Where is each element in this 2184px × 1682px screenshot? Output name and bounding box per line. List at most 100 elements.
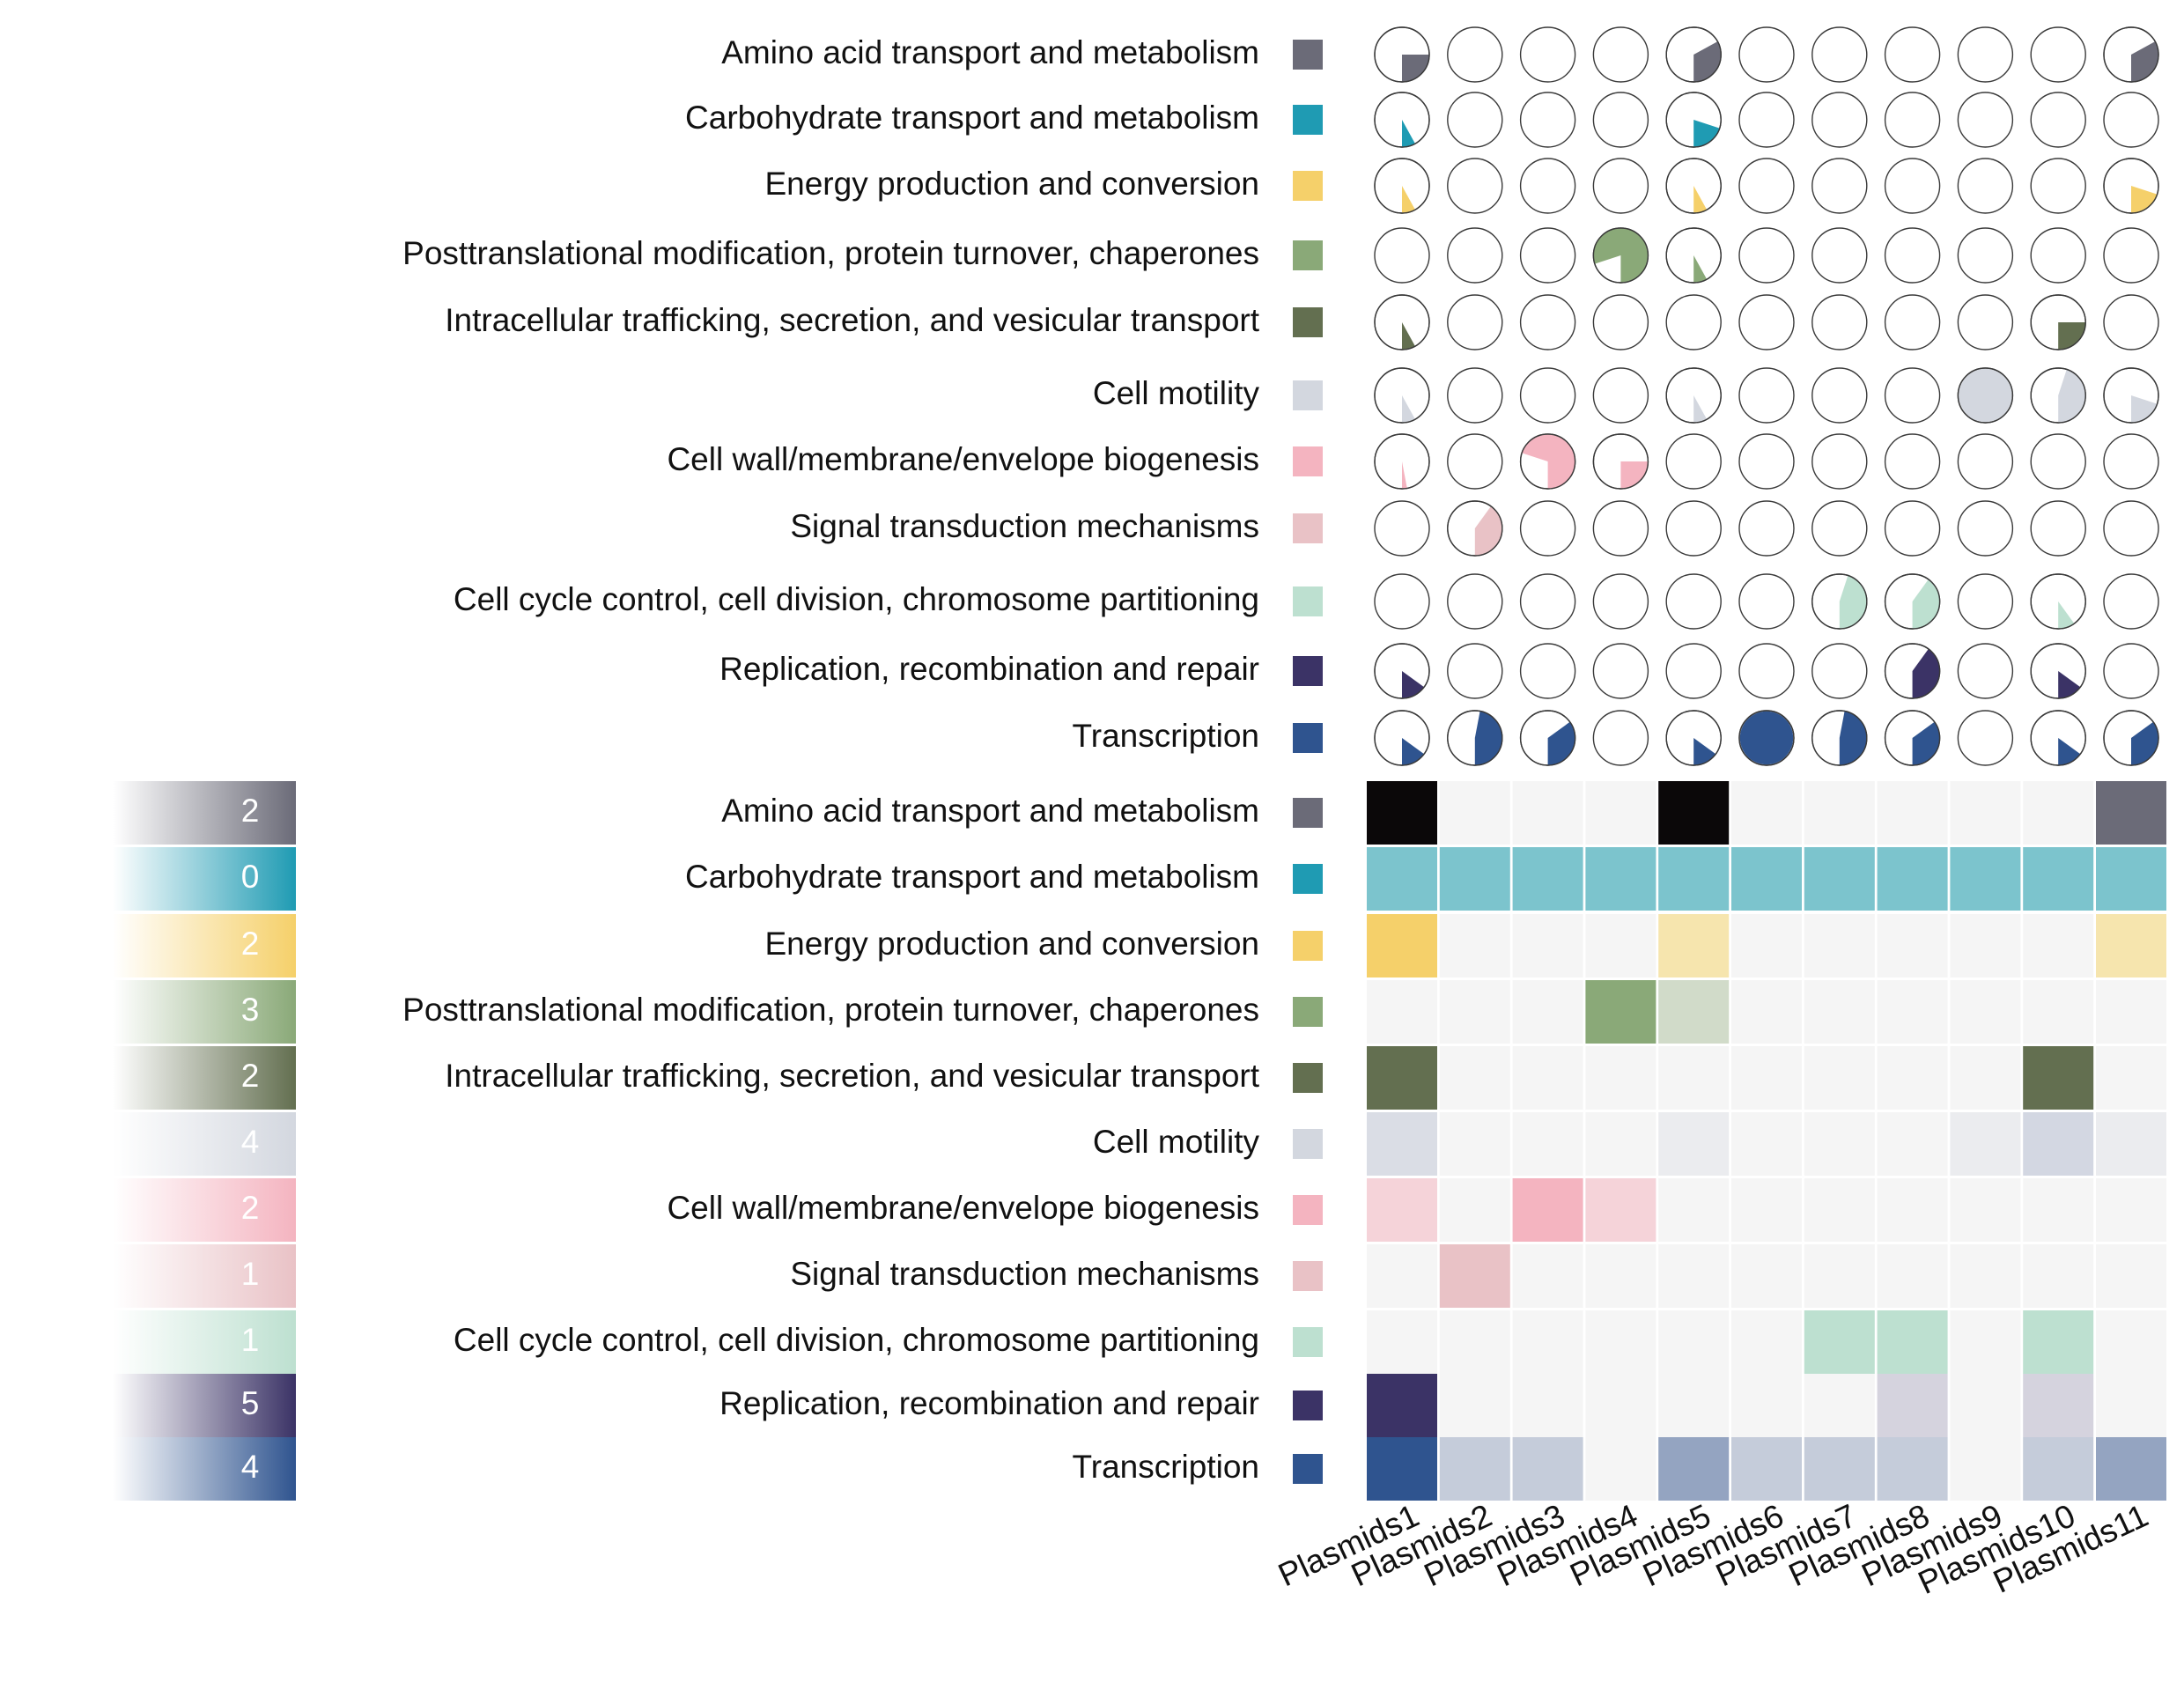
heat-cell-amino-acid-transport-and-metabolism-plasmids7 xyxy=(1804,781,1875,845)
heat-cell-cell-motility-plasmids5 xyxy=(1658,1112,1730,1176)
heat-cell-transcription-plasmids8 xyxy=(1877,1437,1948,1501)
heat-cell-carbohydrate-transport-and-metabolism-plasmids7 xyxy=(1804,847,1875,911)
pie-circle-replication-recombination-and-repair-plasmids7 xyxy=(1811,643,1868,699)
heat-cell-amino-acid-transport-and-metabolism-plasmids3 xyxy=(1512,781,1583,845)
pie-slice-cell-motility-plasmids5 xyxy=(1693,395,1708,423)
pie-outline-transcription-plasmids7 xyxy=(1811,710,1868,766)
pie-slice-cell-cycle-control-cell-division-chromosome-partitioning-plasmids8 xyxy=(1912,579,1940,629)
pie-outline-intracellular-trafficking-secretion-and-vesicular-transport-plasmids10 xyxy=(2030,294,2086,350)
legend-box-replication-recombination-and-repair xyxy=(113,1374,296,1437)
pie-circle-intracellular-trafficking-secretion-and-vesicular-transport-plasmids3 xyxy=(1519,294,1576,350)
legend-value-posttranslational-modification-protein-turnover-chaperones: 3 xyxy=(241,992,260,1028)
heat-row-label-cell-wall-membrane-envelope-biogenesis: Cell wall/membrane/envelope biogenesis xyxy=(667,1190,1259,1226)
pie-row-label-carbohydrate-transport-and-metabolism: Carbohydrate transport and metabolism xyxy=(685,100,1259,136)
pie-circle-carbohydrate-transport-and-metabolism-plasmids4 xyxy=(1592,92,1649,148)
heat-row-swatch-amino-acid-transport-and-metabolism xyxy=(1293,798,1323,828)
pie-slice-cell-motility-plasmids1 xyxy=(1402,395,1415,423)
pie-outline-intracellular-trafficking-secretion-and-vesicular-transport-plasmids1 xyxy=(1374,294,1430,350)
pie-circle-cell-cycle-control-cell-division-chromosome-partitioning-plasmids6 xyxy=(1738,573,1795,630)
pie-outline-cell-wall-membrane-envelope-biogenesis-plasmids3 xyxy=(1519,433,1576,490)
pie-row-swatch-cell-wall-membrane-envelope-biogenesis xyxy=(1293,446,1323,476)
heat-cell-posttranslational-modification-protein-turnover-chaperones-plasmids6 xyxy=(1731,980,1802,1044)
heat-cell-carbohydrate-transport-and-metabolism-plasmids1 xyxy=(1367,847,1437,911)
pie-slice-energy-production-and-conversion-plasmids11 xyxy=(2131,186,2158,213)
pie-circle-amino-acid-transport-and-metabolism-plasmids8 xyxy=(1884,26,1941,83)
heat-cell-carbohydrate-transport-and-metabolism-plasmids5 xyxy=(1658,847,1730,911)
heat-cell-replication-recombination-and-repair-plasmids10 xyxy=(2023,1374,2094,1437)
heat-cell-energy-production-and-conversion-plasmids8 xyxy=(1877,914,1948,977)
pie-circle-signal-transduction-mechanisms-plasmids7 xyxy=(1811,500,1868,557)
legend-value-transcription: 4 xyxy=(241,1449,260,1485)
legend-value-cell-wall-membrane-envelope-biogenesis: 2 xyxy=(241,1190,260,1226)
pie-circle-energy-production-and-conversion-plasmids10 xyxy=(2030,158,2086,214)
pie-outline-replication-recombination-and-repair-plasmids10 xyxy=(2030,643,2086,699)
pie-outline-transcription-plasmids8 xyxy=(1884,710,1941,766)
heat-cell-energy-production-and-conversion-plasmids6 xyxy=(1731,914,1802,977)
heat-cell-cell-wall-membrane-envelope-biogenesis-plasmids11 xyxy=(2096,1178,2166,1242)
heat-cell-cell-cycle-control-cell-division-chromosome-partitioning-plasmids2 xyxy=(1439,1310,1510,1374)
heat-row-label-energy-production-and-conversion: Energy production and conversion xyxy=(764,926,1259,962)
column-labels: Plasmids1Plasmids2Plasmids3Plasmids4Plas… xyxy=(1273,1497,2153,1601)
pie-slice-transcription-plasmids3 xyxy=(1547,721,1575,765)
pie-circle-intracellular-trafficking-secretion-and-vesicular-transport-plasmids8 xyxy=(1884,294,1941,350)
pie-circle-cell-wall-membrane-envelope-biogenesis-plasmids2 xyxy=(1447,433,1503,490)
pie-outline-cell-motility-plasmids9 xyxy=(1957,367,2014,424)
pie-circle-intracellular-trafficking-secretion-and-vesicular-transport-plasmids7 xyxy=(1811,294,1868,350)
pie-outline-transcription-plasmids1 xyxy=(1374,710,1430,766)
pie-row-label-amino-acid-transport-and-metabolism: Amino acid transport and metabolism xyxy=(721,34,1259,70)
pie-outline-amino-acid-transport-and-metabolism-plasmids5 xyxy=(1665,26,1722,83)
pie-circle-cell-motility-plasmids8 xyxy=(1884,367,1941,424)
heat-cell-energy-production-and-conversion-plasmids9 xyxy=(1950,914,2021,977)
pie-circle-amino-acid-transport-and-metabolism-plasmids10 xyxy=(2030,26,2086,83)
heat-cell-amino-acid-transport-and-metabolism-plasmids5 xyxy=(1658,781,1730,845)
heat-cell-posttranslational-modification-protein-turnover-chaperones-plasmids10 xyxy=(2023,980,2094,1044)
pie-circle-carbohydrate-transport-and-metabolism-plasmids9 xyxy=(1957,92,2014,148)
pie-circle-amino-acid-transport-and-metabolism-plasmids7 xyxy=(1811,26,1868,83)
heat-row-swatch-posttranslational-modification-protein-turnover-chaperones xyxy=(1293,997,1323,1027)
legend-box-amino-acid-transport-and-metabolism xyxy=(113,781,296,845)
pie-row-swatch-posttranslational-modification-protein-turnover-chaperones xyxy=(1293,240,1323,270)
heat-cell-signal-transduction-mechanisms-plasmids4 xyxy=(1585,1244,1656,1308)
heat-cell-replication-recombination-and-repair-plasmids1 xyxy=(1367,1374,1437,1437)
heat-cell-cell-motility-plasmids7 xyxy=(1804,1112,1875,1176)
pie-outline-cell-wall-membrane-envelope-biogenesis-plasmids4 xyxy=(1592,433,1649,490)
heatmap-panel: 2 Amino acid transport and metabolism 0 Car… xyxy=(113,781,2166,1501)
legend-value-carbohydrate-transport-and-metabolism: 0 xyxy=(241,859,260,895)
pie-circle-signal-transduction-mechanisms-plasmids9 xyxy=(1957,500,2014,557)
heat-cell-cell-motility-plasmids10 xyxy=(2023,1112,2094,1176)
pie-circle-replication-recombination-and-repair-plasmids4 xyxy=(1592,643,1649,699)
pie-circle-amino-acid-transport-and-metabolism-plasmids2 xyxy=(1447,26,1503,83)
heat-cell-cell-cycle-control-cell-division-chromosome-partitioning-plasmids10 xyxy=(2023,1310,2094,1374)
pie-outline-transcription-plasmids2 xyxy=(1447,710,1503,766)
pie-circle-signal-transduction-mechanisms-plasmids3 xyxy=(1519,500,1576,557)
pie-circle-replication-recombination-and-repair-plasmids6 xyxy=(1738,643,1795,699)
pie-circle-posttranslational-modification-protein-turnover-chaperones-plasmids1 xyxy=(1374,227,1430,284)
heat-cell-posttranslational-modification-protein-turnover-chaperones-plasmids4 xyxy=(1585,980,1656,1044)
heat-cell-transcription-plasmids9 xyxy=(1950,1437,2021,1501)
heat-cell-carbohydrate-transport-and-metabolism-plasmids8 xyxy=(1877,847,1948,911)
pie-outline-transcription-plasmids5 xyxy=(1665,710,1722,766)
pie-circle-replication-recombination-and-repair-plasmids11 xyxy=(2103,643,2159,699)
heat-cell-amino-acid-transport-and-metabolism-plasmids11 xyxy=(2096,781,2166,845)
pie-circle-carbohydrate-transport-and-metabolism-plasmids7 xyxy=(1811,92,1868,148)
heat-cell-energy-production-and-conversion-plasmids7 xyxy=(1804,914,1875,977)
pie-circle-energy-production-and-conversion-plasmids8 xyxy=(1884,158,1941,214)
pie-circle-cell-wall-membrane-envelope-biogenesis-plasmids9 xyxy=(1957,433,2014,490)
pie-circle-carbohydrate-transport-and-metabolism-plasmids2 xyxy=(1447,92,1503,148)
pie-circle-cell-cycle-control-cell-division-chromosome-partitioning-plasmids5 xyxy=(1665,573,1722,630)
legend-value-cell-motility: 4 xyxy=(241,1124,260,1160)
heat-cell-signal-transduction-mechanisms-plasmids8 xyxy=(1877,1244,1948,1308)
pie-circle-signal-transduction-mechanisms-plasmids6 xyxy=(1738,500,1795,557)
heat-cell-energy-production-and-conversion-plasmids2 xyxy=(1439,914,1510,977)
pie-row-swatch-amino-acid-transport-and-metabolism xyxy=(1293,40,1323,70)
pie-circle-energy-production-and-conversion-plasmids2 xyxy=(1447,158,1503,214)
heat-cell-cell-motility-plasmids9 xyxy=(1950,1112,2021,1176)
pie-circle-carbohydrate-transport-and-metabolism-plasmids3 xyxy=(1519,92,1576,148)
pie-circle-intracellular-trafficking-secretion-and-vesicular-transport-plasmids4 xyxy=(1592,294,1649,350)
pie-circle-cell-wall-membrane-envelope-biogenesis-plasmids11 xyxy=(2103,433,2159,490)
heat-cell-posttranslational-modification-protein-turnover-chaperones-plasmids2 xyxy=(1439,980,1510,1044)
pie-row-swatch-intracellular-trafficking-secretion-and-vesicular-transport xyxy=(1293,307,1323,337)
pie-circle-energy-production-and-conversion-plasmids6 xyxy=(1738,158,1795,214)
heat-cell-cell-motility-plasmids2 xyxy=(1439,1112,1510,1176)
heat-cell-cell-wall-membrane-envelope-biogenesis-plasmids6 xyxy=(1731,1178,1802,1242)
